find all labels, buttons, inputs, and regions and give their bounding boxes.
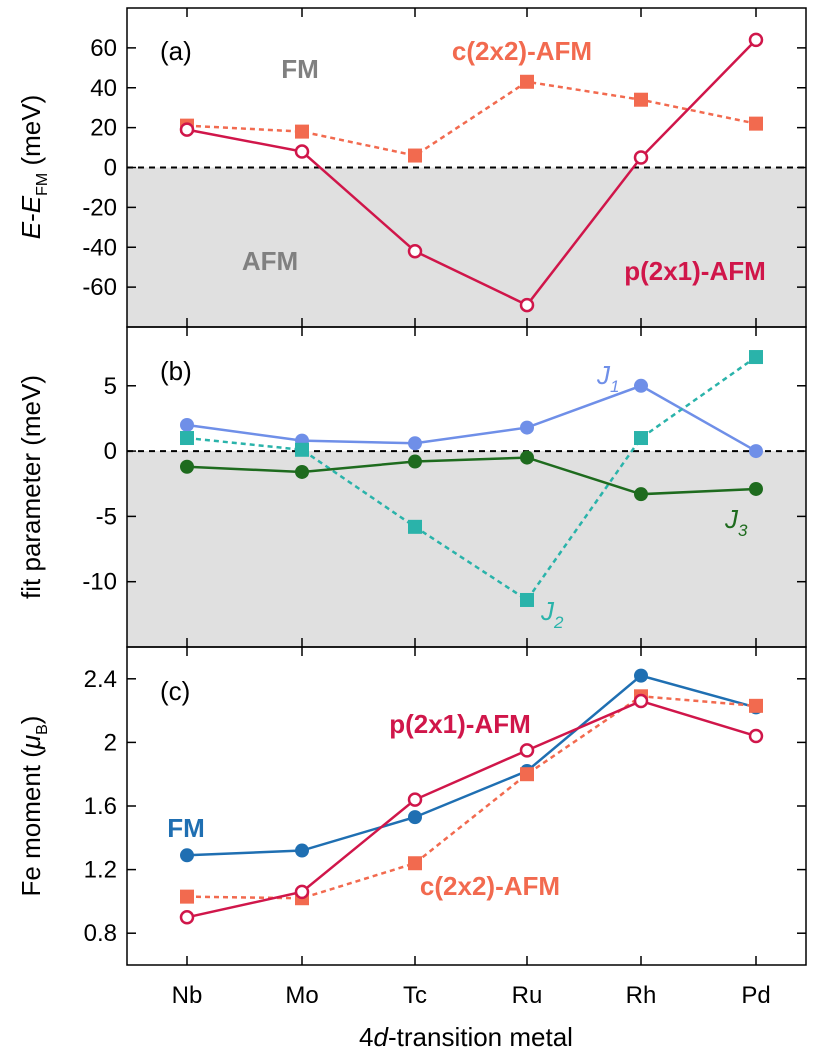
data-point-open-circle	[519, 743, 535, 758]
series-line	[186, 695, 757, 900]
data-point-square	[634, 92, 648, 107]
y-tick-label: 2	[104, 729, 117, 756]
data-point-open-circle	[633, 693, 649, 709]
series-label-fm-c: FM	[167, 813, 205, 843]
data-point-square	[634, 431, 648, 446]
x-tick-label: Nb	[172, 982, 203, 1009]
region-label-afm: AFM	[242, 246, 298, 276]
x-tick-label: Ru	[512, 982, 543, 1009]
data-point-open-circle	[748, 32, 764, 48]
y-tick-label: -40	[82, 234, 117, 261]
data-series	[179, 32, 764, 925]
data-point-circle	[180, 459, 194, 474]
data-point-circle	[749, 481, 763, 496]
panel-b-label: (b)	[160, 356, 192, 386]
y-tick-label: 0	[104, 438, 117, 465]
data-point-circle	[634, 378, 648, 393]
series-label-j1: J1	[596, 360, 619, 396]
y-tick-label: -5	[96, 503, 117, 530]
data-point-open-circle	[407, 792, 423, 807]
y-tick-label: 0.8	[84, 920, 117, 947]
data-point-square	[520, 592, 534, 607]
y-axis-label-a: E-EFM (meV)	[16, 95, 51, 239]
data-point-square	[749, 350, 763, 365]
data-point-open-circle	[633, 150, 649, 165]
data-point-circle	[520, 420, 534, 435]
data-point-circle	[408, 436, 422, 451]
panel-c-label: (c)	[160, 676, 190, 706]
series-label-p-afm-c: p(2x1)-AFM	[389, 709, 531, 739]
y-tick-label: -60	[82, 274, 117, 301]
data-point-square	[749, 116, 763, 131]
data-point-open-circle	[294, 144, 310, 159]
series-line	[186, 80, 757, 157]
y-axis-label-c: Fe moment (μB)	[16, 716, 51, 897]
y-tick-label: -20	[82, 194, 117, 221]
series-line	[186, 39, 757, 307]
x-tick-label: Pd	[741, 982, 770, 1009]
data-point-square	[749, 698, 763, 713]
series-line	[186, 356, 757, 602]
data-point-open-circle	[179, 122, 195, 137]
y-tick-label: 2.4	[84, 666, 117, 693]
data-point-circle	[634, 668, 648, 683]
axis-ticks: 60 40 20 0 -20 -40 -60 5 0 -5 -10 2.4 2 1.6 1.2 0.8 Nb Mo…	[82, 8, 806, 1009]
x-tick-label: Rh	[626, 982, 657, 1009]
data-point-open-circle	[179, 910, 195, 925]
y-axis-label-b: fit parameter (meV)	[16, 375, 46, 599]
series-label-j3: J3	[724, 504, 748, 540]
data-point-circle	[749, 444, 763, 459]
data-point-square	[180, 889, 194, 904]
data-point-square	[408, 148, 422, 163]
data-point-open-circle	[748, 728, 764, 744]
y-tick-label: 60	[90, 35, 117, 62]
data-point-square	[408, 856, 422, 871]
data-point-square	[295, 442, 309, 457]
data-point-circle	[520, 450, 534, 465]
series-label-c-afm-a: c(2x2)-AFM	[452, 36, 592, 66]
y-tick-label: 1.6	[84, 793, 117, 820]
y-tick-label: -10	[82, 569, 117, 596]
panel-b-shade	[127, 451, 806, 647]
data-point-circle	[295, 464, 309, 479]
data-point-square	[408, 519, 422, 534]
y-tick-label: 0	[104, 155, 117, 182]
data-point-circle	[295, 843, 309, 858]
series-label-p-afm-a: p(2x1)-AFM	[624, 256, 766, 286]
series-line	[186, 699, 757, 919]
y-tick-label: 40	[90, 75, 117, 102]
data-point-square	[180, 431, 194, 446]
panel-a-label: (a)	[160, 36, 192, 66]
data-point-circle	[180, 848, 194, 863]
series-line	[186, 456, 757, 496]
y-tick-label: 1.2	[84, 857, 117, 884]
x-axis-label: 4d-transition metal	[359, 1022, 573, 1052]
panel-a-shade	[127, 167, 806, 327]
data-point-circle	[180, 417, 194, 432]
y-tick-label: 20	[90, 115, 117, 142]
series-line	[186, 384, 757, 453]
region-label-fm: FM	[281, 54, 319, 84]
series-label-j2: J2	[540, 596, 564, 632]
data-point-open-circle	[294, 884, 310, 900]
data-point-circle	[408, 810, 422, 825]
data-point-circle	[634, 487, 648, 502]
y-tick-label: 5	[104, 373, 117, 400]
series-label-c-afm-c: c(2x2)-AFM	[420, 871, 560, 901]
data-point-circle	[408, 454, 422, 469]
x-tick-label: Tc	[403, 982, 427, 1009]
x-tick-label: Mo	[285, 982, 318, 1009]
series-line	[186, 674, 757, 857]
data-point-square	[520, 767, 534, 782]
data-point-square	[520, 74, 534, 89]
panel-c-frame	[126, 646, 807, 966]
data-point-square	[295, 124, 309, 139]
data-point-open-circle	[407, 243, 423, 259]
data-point-open-circle	[519, 297, 535, 313]
